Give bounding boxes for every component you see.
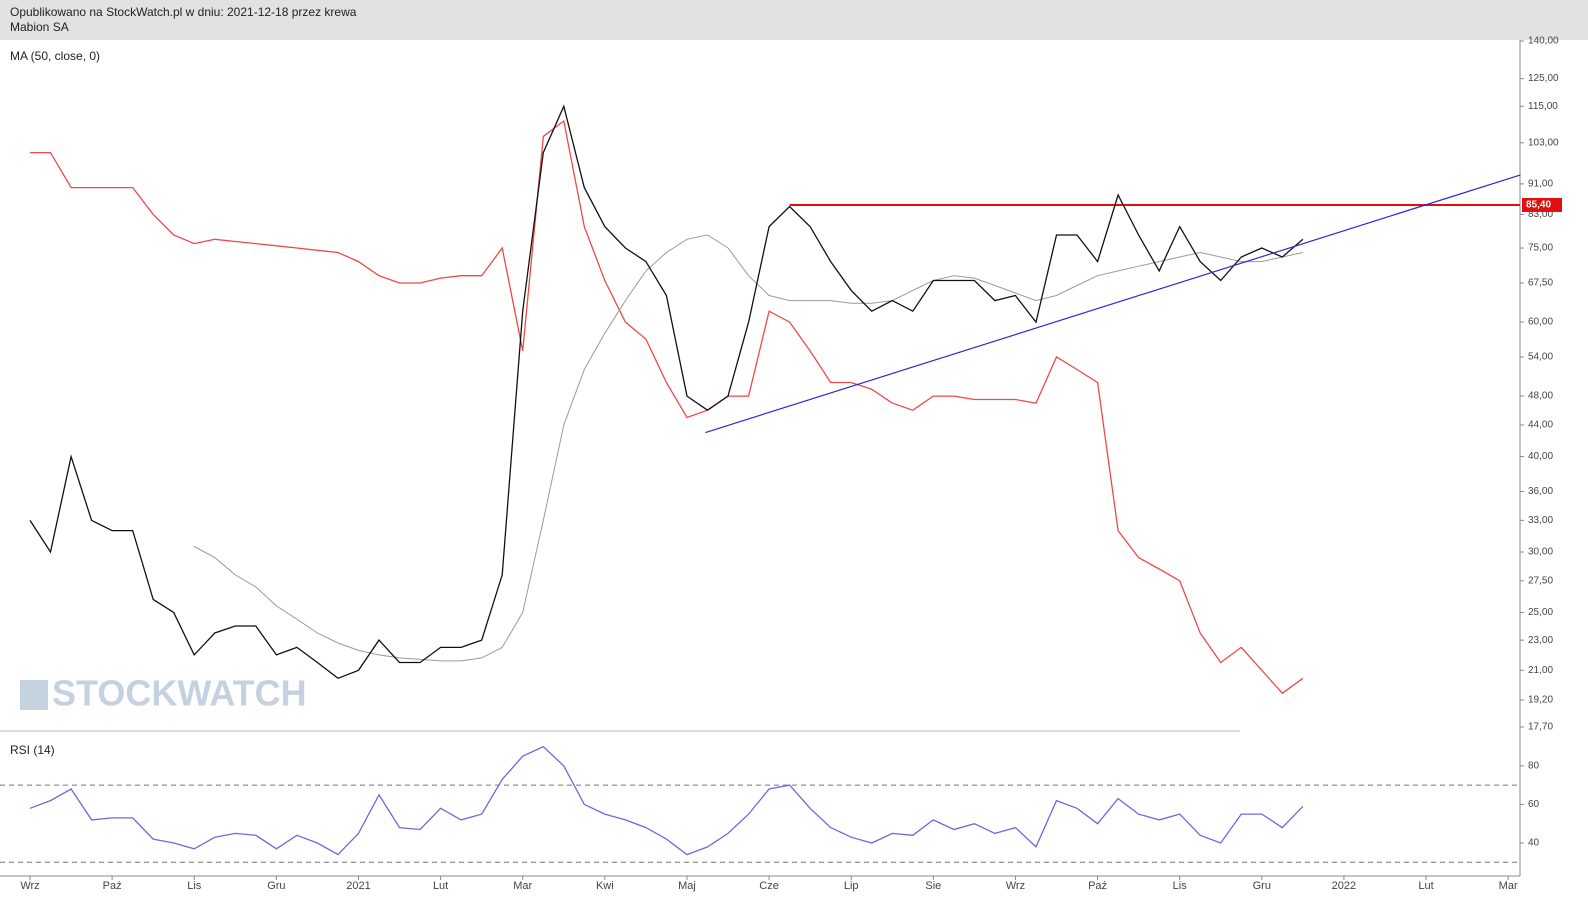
- x-tick-label: Sie: [925, 880, 941, 892]
- y-tick-label: 140,00: [1528, 36, 1559, 47]
- y-tick-label: 23,00: [1528, 635, 1553, 646]
- resistance-label: 85,40: [1526, 200, 1551, 211]
- y-tick-label: 27,50: [1528, 575, 1553, 586]
- y-tick-label: 60,00: [1528, 317, 1553, 328]
- y-tick-label: 33,00: [1528, 515, 1553, 526]
- x-tick-label: Gru: [1253, 880, 1271, 892]
- series-line: [29, 745, 1304, 856]
- y-tick-label: 54,00: [1528, 352, 1553, 363]
- series-line: [193, 234, 1304, 662]
- y-tick-label: 125,00: [1528, 73, 1559, 84]
- x-tick-label: Mar: [1499, 880, 1518, 892]
- y-tick-label: 91,00: [1528, 179, 1553, 190]
- y-tick-label: 40,00: [1528, 451, 1553, 462]
- x-tick-label: 2022: [1332, 880, 1356, 892]
- series-line: [30, 119, 1304, 695]
- y-tick-label: 80: [1528, 760, 1540, 771]
- y-tick-label: 25,00: [1528, 607, 1553, 618]
- y-tick-label: 48,00: [1528, 391, 1553, 402]
- y-tick-label: 75,00: [1528, 243, 1553, 254]
- x-tick-label: Paź: [103, 880, 122, 892]
- y-tick-label: 83,00: [1528, 209, 1553, 220]
- x-tick-label: Gru: [267, 880, 285, 892]
- y-tick-label: 21,00: [1528, 665, 1553, 676]
- y-tick-label: 19,20: [1528, 695, 1553, 706]
- watermark: STOCKWATCH: [52, 673, 307, 714]
- y-tick-label: 17,70: [1528, 722, 1553, 733]
- y-tick-label: 30,00: [1528, 547, 1553, 558]
- x-tick-label: Lis: [187, 880, 202, 892]
- x-tick-label: Maj: [678, 880, 696, 892]
- x-tick-label: Mar: [513, 880, 532, 892]
- y-tick-label: 36,00: [1528, 486, 1553, 497]
- y-tick-label: 60: [1528, 799, 1540, 810]
- header: Opublikowano na StockWatch.pl w dniu: 20…: [0, 0, 1588, 40]
- trendline: [705, 174, 1521, 434]
- y-tick-label: 115,00: [1528, 101, 1558, 112]
- instrument-name: Mabion SA: [10, 20, 69, 34]
- x-tick-label: Lut: [433, 880, 448, 892]
- published-note: Opublikowano na StockWatch.pl w dniu: 20…: [10, 5, 357, 19]
- y-tick-label: 103,00: [1528, 137, 1559, 148]
- x-tick-label: Lip: [844, 880, 859, 892]
- watermark-icon: [20, 680, 48, 710]
- x-tick-label: Lut: [1418, 880, 1433, 892]
- x-tick-label: Paź: [1088, 880, 1107, 892]
- x-tick-label: 2021: [346, 880, 370, 892]
- x-tick-label: Lis: [1173, 880, 1188, 892]
- x-tick-label: Wrz: [1006, 880, 1025, 892]
- x-tick-label: Cze: [759, 880, 779, 892]
- x-tick-label: Kwi: [596, 880, 614, 892]
- series-label: MA (50, close, 0): [10, 49, 100, 63]
- y-tick-label: 44,00: [1528, 420, 1553, 431]
- x-tick-label: Wrz: [20, 880, 39, 892]
- resistance-label-bg: [1522, 197, 1562, 212]
- y-tick-label: 40: [1528, 838, 1540, 849]
- series-label: RSI (14): [10, 743, 55, 757]
- y-tick-label: 67,50: [1528, 278, 1553, 289]
- series-line: [29, 104, 1304, 680]
